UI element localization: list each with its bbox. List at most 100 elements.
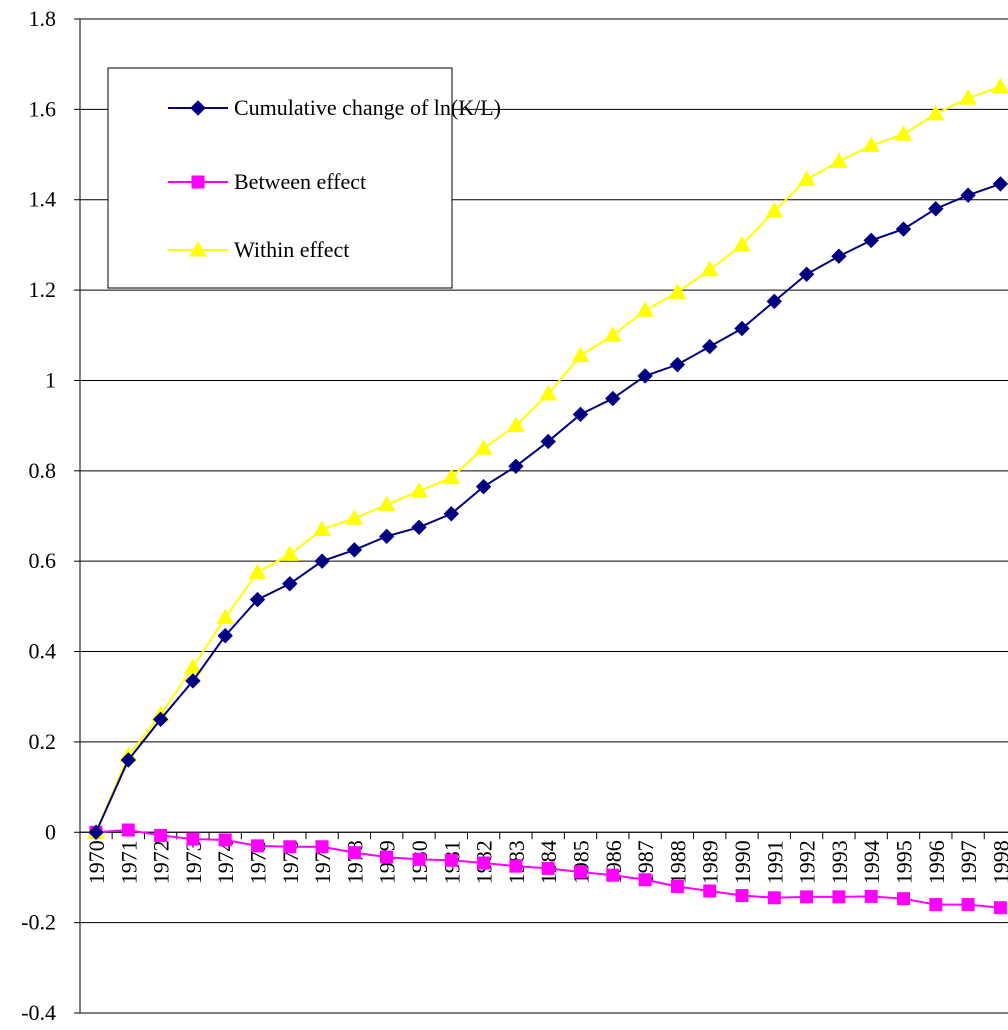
- point: [703, 884, 717, 898]
- point: [767, 891, 781, 905]
- legend-label: Between effect: [234, 169, 366, 194]
- x-tick-label: 1994: [859, 840, 884, 884]
- y-tick-label: -0.2: [21, 910, 56, 935]
- legend-label: Within effect: [234, 237, 349, 262]
- point: [474, 439, 493, 455]
- point: [862, 136, 881, 153]
- point: [282, 576, 298, 592]
- point: [605, 390, 621, 407]
- legend-marker: [191, 175, 205, 189]
- point: [477, 856, 491, 870]
- point: [894, 125, 913, 141]
- point: [606, 868, 620, 882]
- x-tick-label: 1991: [762, 840, 787, 884]
- point: [475, 478, 492, 495]
- x-tick-label: 1971: [116, 840, 141, 884]
- point: [248, 563, 267, 579]
- point: [218, 833, 232, 847]
- point: [701, 338, 718, 355]
- point: [832, 890, 846, 904]
- point: [508, 458, 524, 475]
- point: [960, 187, 976, 203]
- point: [186, 832, 200, 846]
- point: [864, 889, 878, 903]
- point: [251, 839, 264, 853]
- y-tick-label: 1.8: [29, 6, 57, 31]
- point: [509, 859, 523, 873]
- point: [540, 433, 556, 450]
- x-tick-label: 1997: [956, 840, 981, 884]
- legend-label: Cumulative change of ln(K/L): [234, 95, 501, 120]
- x-tick-label: 1973: [181, 840, 206, 884]
- point: [895, 221, 912, 237]
- point: [216, 608, 235, 625]
- point: [377, 495, 396, 512]
- legend-marker: [189, 240, 207, 257]
- y-tick-label: 0.4: [29, 639, 57, 664]
- y-tick-label: 0.6: [29, 548, 57, 573]
- point: [637, 368, 653, 384]
- x-tick-label: 1972: [149, 840, 174, 884]
- point: [154, 828, 168, 842]
- x-tick-label: 1989: [698, 840, 723, 884]
- y-tick-label: 1: [45, 367, 56, 392]
- y-tick-label: 1.2: [29, 277, 57, 302]
- point: [668, 283, 687, 299]
- x-tick-label: 1992: [795, 840, 820, 884]
- x-tick-label: 1974: [213, 840, 238, 884]
- point: [412, 852, 426, 866]
- point: [444, 853, 458, 867]
- point: [636, 301, 654, 317]
- point: [541, 861, 555, 875]
- point: [800, 890, 814, 904]
- x-tick-label: 1998: [988, 840, 1008, 884]
- point: [670, 879, 684, 893]
- legend-marker: [190, 100, 206, 116]
- point: [184, 658, 202, 674]
- point: [700, 260, 719, 277]
- x-tick-label: 1970: [84, 840, 109, 884]
- x-tick-label: 1988: [665, 840, 690, 884]
- point: [345, 509, 364, 525]
- point: [314, 553, 330, 569]
- x-tick-label: 1995: [892, 840, 917, 884]
- point: [185, 673, 201, 689]
- point: [88, 824, 104, 840]
- point: [283, 840, 297, 854]
- point: [443, 506, 460, 522]
- point: [897, 892, 910, 906]
- point: [346, 542, 363, 558]
- point: [411, 519, 427, 536]
- y-tick-label: 0.8: [29, 458, 57, 483]
- point: [442, 468, 461, 485]
- point: [315, 840, 329, 854]
- point: [217, 628, 233, 644]
- point: [507, 416, 525, 433]
- y-tick-label: 0.2: [29, 729, 57, 754]
- legend-box: [107, 67, 453, 289]
- point: [572, 406, 589, 423]
- point: [539, 385, 558, 401]
- point: [638, 873, 652, 887]
- point: [863, 232, 879, 249]
- point: [798, 266, 815, 282]
- x-tick-label: 1993: [827, 840, 852, 884]
- point: [313, 520, 331, 537]
- point: [928, 201, 944, 217]
- x-tick-label: 1990: [730, 840, 755, 884]
- point: [991, 77, 1008, 94]
- point: [797, 170, 816, 186]
- point: [120, 752, 137, 768]
- point: [926, 104, 945, 121]
- point: [574, 865, 587, 879]
- y-tick-label: 1.4: [29, 187, 57, 212]
- point: [733, 235, 751, 252]
- point: [378, 528, 395, 545]
- point: [669, 356, 686, 373]
- point: [961, 898, 975, 912]
- y-tick-label: -0.4: [21, 1000, 56, 1025]
- point: [993, 901, 1007, 915]
- point: [734, 320, 750, 337]
